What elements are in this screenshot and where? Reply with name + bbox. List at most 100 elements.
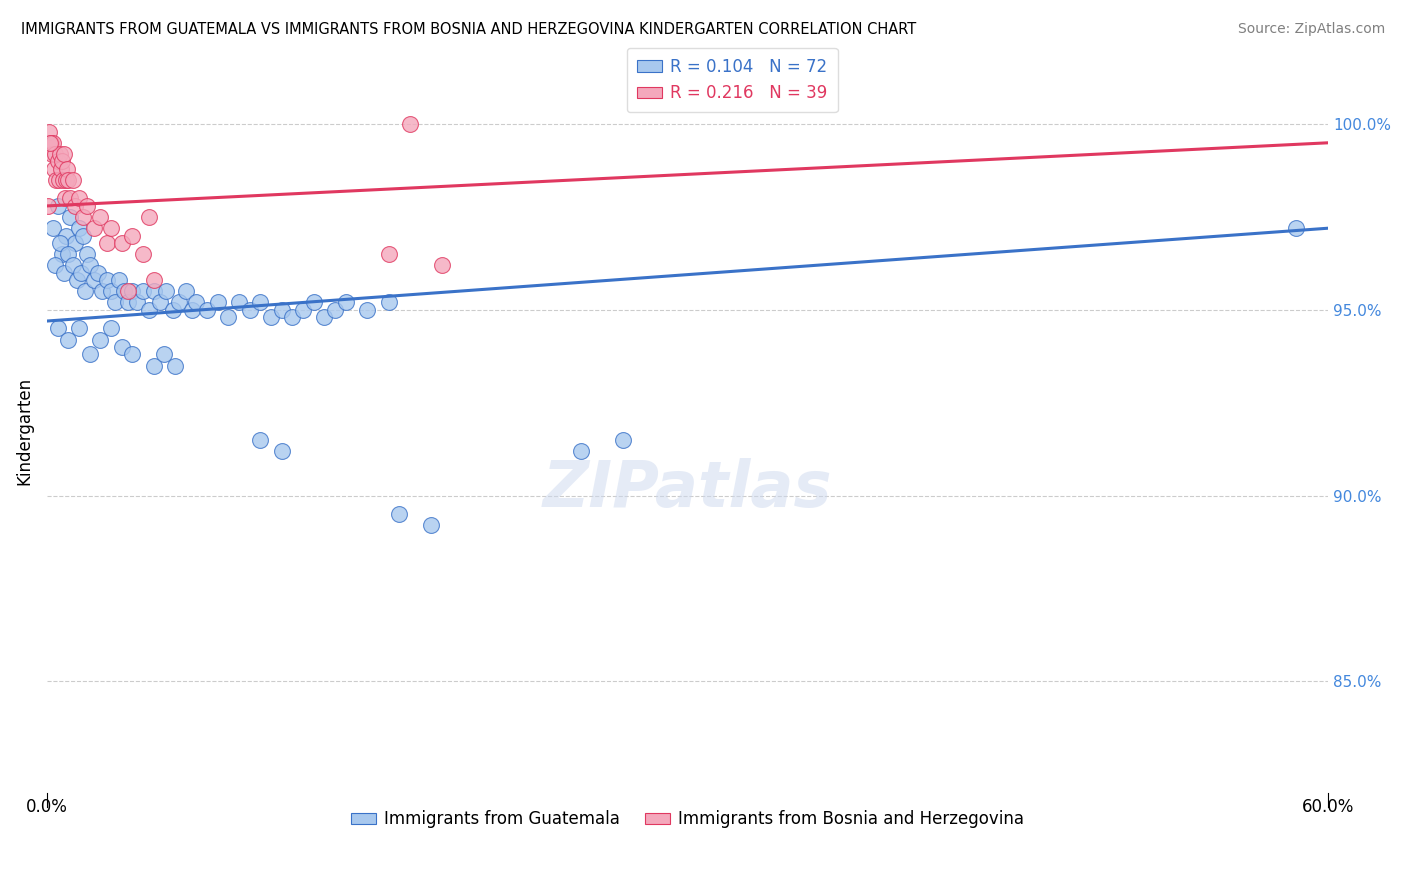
Legend: Immigrants from Guatemala, Immigrants from Bosnia and Herzegovina: Immigrants from Guatemala, Immigrants fr…	[344, 804, 1031, 835]
Point	[612, 433, 634, 447]
Point	[270, 444, 292, 458]
Point	[314, 310, 336, 325]
Point	[72, 210, 94, 224]
Point	[48, 147, 70, 161]
Point	[138, 210, 160, 224]
Point	[72, 228, 94, 243]
Point	[67, 321, 90, 335]
Point	[249, 433, 271, 447]
Point	[76, 199, 98, 213]
Point	[388, 507, 411, 521]
Point	[335, 295, 357, 310]
Point	[58, 333, 80, 347]
Point	[228, 295, 250, 310]
Y-axis label: Kindergarten: Kindergarten	[15, 376, 32, 484]
Point	[46, 154, 69, 169]
Point	[55, 173, 77, 187]
Point	[83, 273, 105, 287]
Point	[169, 295, 191, 310]
Point	[112, 285, 135, 299]
Point	[75, 285, 97, 299]
Point	[44, 147, 66, 161]
Point	[96, 273, 118, 287]
Point	[138, 302, 160, 317]
Point	[63, 235, 86, 250]
Point	[121, 285, 143, 299]
Point	[195, 302, 218, 317]
Point	[79, 258, 101, 272]
Point	[153, 347, 176, 361]
Point	[52, 173, 75, 187]
Point	[100, 285, 122, 299]
Point	[377, 247, 399, 261]
Point	[239, 302, 262, 317]
Point	[38, 125, 60, 139]
Point	[100, 321, 122, 335]
Text: ZIPatlas: ZIPatlas	[543, 458, 832, 519]
Point	[292, 302, 315, 317]
Point	[39, 136, 62, 150]
Point	[87, 266, 110, 280]
Point	[67, 221, 90, 235]
Point	[356, 302, 378, 317]
Point	[51, 154, 73, 169]
Point	[67, 192, 90, 206]
Point	[162, 302, 184, 317]
Point	[39, 136, 62, 150]
Point	[58, 173, 80, 187]
Point	[399, 117, 422, 131]
Point	[281, 310, 304, 325]
Point	[104, 295, 127, 310]
Point	[430, 258, 453, 272]
Point	[52, 147, 75, 161]
Point	[46, 321, 69, 335]
Point	[108, 273, 131, 287]
Point	[46, 199, 69, 213]
Point	[59, 210, 82, 224]
Point	[89, 210, 111, 224]
Point	[111, 340, 134, 354]
Point	[96, 235, 118, 250]
Point	[42, 221, 65, 235]
Point	[62, 173, 84, 187]
Point	[37, 199, 59, 213]
Point	[249, 295, 271, 310]
Point	[48, 173, 70, 187]
Point	[44, 258, 66, 272]
Point	[420, 518, 443, 533]
Point	[89, 333, 111, 347]
Point	[121, 347, 143, 361]
Point	[70, 266, 93, 280]
Point	[163, 359, 186, 373]
Point	[132, 285, 155, 299]
Point	[59, 192, 82, 206]
Point	[149, 295, 172, 310]
Point	[569, 444, 592, 458]
Point	[53, 192, 76, 206]
Point	[1285, 221, 1308, 235]
Point	[117, 295, 139, 310]
Point	[55, 228, 77, 243]
Point	[302, 295, 325, 310]
Point	[76, 247, 98, 261]
Point	[270, 302, 292, 317]
Point	[142, 285, 165, 299]
Point	[142, 273, 165, 287]
Point	[45, 173, 67, 187]
Point	[142, 359, 165, 373]
Point	[132, 247, 155, 261]
Text: IMMIGRANTS FROM GUATEMALA VS IMMIGRANTS FROM BOSNIA AND HERZEGOVINA KINDERGARTEN: IMMIGRANTS FROM GUATEMALA VS IMMIGRANTS …	[21, 22, 917, 37]
Point	[49, 161, 72, 176]
Point	[66, 273, 89, 287]
Point	[260, 310, 283, 325]
Point	[117, 285, 139, 299]
Point	[42, 136, 65, 150]
Point	[56, 161, 79, 176]
Point	[111, 235, 134, 250]
Point	[41, 147, 63, 161]
Point	[44, 161, 66, 176]
Point	[100, 221, 122, 235]
Point	[155, 285, 177, 299]
Point	[186, 295, 208, 310]
Point	[217, 310, 239, 325]
